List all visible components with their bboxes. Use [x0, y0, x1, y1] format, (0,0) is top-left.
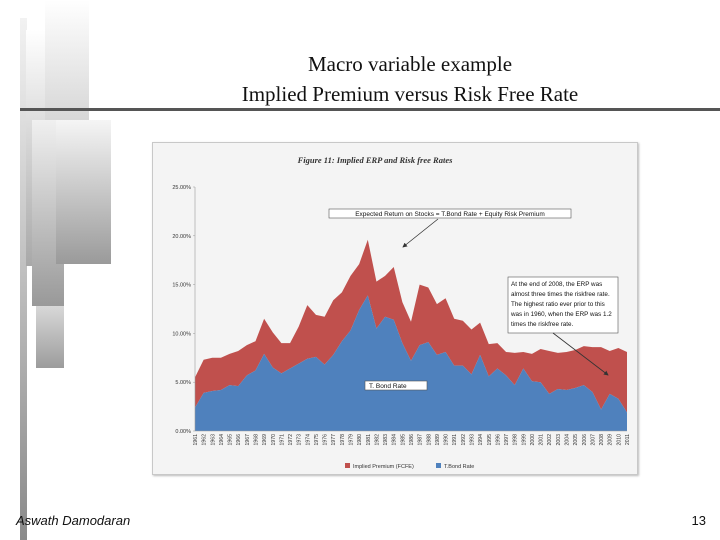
area-tbond-rate [195, 295, 627, 431]
formula-box [328, 208, 572, 219]
x-tick-label: 1984 [392, 434, 398, 446]
x-tick-label: 1997 [504, 434, 510, 446]
formula-label: Expected Return on Stocks = T.Bond Rate … [355, 211, 545, 218]
x-tick-label: 1987 [418, 434, 424, 446]
x-tick-label: 1976 [323, 434, 329, 446]
x-tick-label: 1981 [366, 434, 372, 446]
note-line-3: The highest ratio ever prior to this [511, 301, 605, 308]
note-line-1: At the end of 2008, the ERP was [511, 281, 602, 288]
chart-svg: Figure 11: Implied ERP and Risk free Rat… [172, 155, 631, 470]
slide-title-line1: Macro variable example [307, 52, 513, 76]
slide-title-line2: Implied Premium versus Risk Free Rate [241, 82, 579, 106]
x-tick-label: 1979 [349, 434, 355, 446]
footer-author: Aswath Damodaran [16, 513, 131, 528]
note-arrow [552, 332, 609, 376]
page-number: 13 [691, 513, 706, 528]
x-tick-label: 1992 [461, 434, 467, 446]
x-tick-label: 2009 [608, 434, 614, 446]
x-tick-label: 1971 [279, 434, 285, 446]
x-tick-label: 1996 [495, 434, 501, 446]
bond-label-box [364, 380, 428, 391]
x-tick-label: 1990 [444, 434, 450, 446]
x-tick-label: 1989 [435, 434, 441, 446]
x-tick-label: 1977 [331, 434, 337, 446]
area-implied-premium [195, 239, 627, 413]
x-tick-label: 2007 [590, 434, 596, 446]
x-tick-label: 2002 [547, 434, 553, 446]
note-line-5: times the riskfree rate. [511, 321, 574, 328]
x-tick-label: 1988 [426, 434, 432, 446]
x-tick-label: 1969 [262, 434, 268, 446]
x-tick-label: 1963 [210, 434, 216, 446]
x-tick-label: 1993 [469, 434, 475, 446]
x-tick-label: 2000 [530, 434, 536, 446]
x-tick-label: 1985 [400, 434, 406, 446]
x-tick-label: 1998 [513, 434, 519, 446]
x-tick-label: 1964 [219, 434, 225, 446]
y-tick-label: 15.00% [172, 283, 191, 289]
x-tick-label: 1983 [383, 434, 389, 446]
x-tick-label: 2011 [625, 434, 631, 445]
legend-label-bond: T.Bond Rate [444, 464, 474, 470]
x-tick-label: 1999 [521, 434, 527, 446]
x-tick-label: 1982 [374, 434, 380, 446]
note-line-2: almost three times the riskfree rate. [511, 291, 610, 298]
x-tick-label: 2001 [539, 434, 545, 446]
x-tick-label: 2005 [573, 434, 579, 446]
decor-bar-1 [20, 18, 27, 540]
y-tick-label: 5.00% [175, 380, 191, 386]
title-divider [20, 108, 720, 111]
chart-title: Figure 11: Implied ERP and Risk free Rat… [297, 155, 454, 165]
y-tick-label: 10.00% [172, 331, 191, 337]
legend-swatch-erp [345, 463, 350, 468]
y-tick-label: 25.00% [172, 185, 191, 191]
x-tick-label: 2006 [582, 434, 588, 446]
x-tick-label: 1966 [236, 434, 242, 446]
x-tick-label: 2003 [556, 434, 562, 446]
legend-swatch-bond [436, 463, 441, 468]
x-tick-label: 1991 [452, 434, 458, 446]
x-tick-label: 1968 [253, 434, 259, 446]
legend-label-erp: Implied Premium (FCFE) [353, 464, 414, 470]
x-tick-label: 1980 [357, 434, 363, 446]
x-tick-label: 2010 [616, 434, 622, 446]
x-tick-label: 1972 [288, 434, 294, 446]
decor-bar-5 [56, 120, 111, 264]
y-tick-label: 0.00% [175, 429, 191, 435]
x-tick-label: 1978 [340, 434, 346, 446]
x-tick-label: 2008 [599, 434, 605, 446]
x-tick-label: 1975 [314, 434, 320, 446]
x-tick-label: 1967 [245, 434, 251, 446]
note-box [507, 276, 619, 334]
chart-figure: Figure 11: Implied ERP and Risk free Rat… [152, 142, 638, 475]
x-tick-label: 1965 [228, 434, 234, 446]
x-tick-label: 1995 [487, 434, 493, 446]
bond-label: T. Bond Rate [369, 383, 407, 390]
note-line-4: was in 1960, when the ERP was 1.2 [510, 311, 612, 318]
x-tick-label: 1986 [409, 434, 415, 446]
x-tick-label: 1974 [305, 434, 311, 446]
x-tick-label: 2004 [565, 434, 571, 446]
x-tick-label: 1962 [202, 434, 208, 446]
decor-bar-6 [36, 306, 64, 368]
x-tick-label: 1994 [478, 434, 484, 446]
x-tick-label: 1961 [193, 434, 199, 446]
x-tick-label: 1973 [297, 434, 303, 446]
formula-arrow [402, 218, 439, 248]
y-tick-label: 20.00% [172, 234, 191, 240]
x-tick-label: 1970 [271, 434, 277, 446]
